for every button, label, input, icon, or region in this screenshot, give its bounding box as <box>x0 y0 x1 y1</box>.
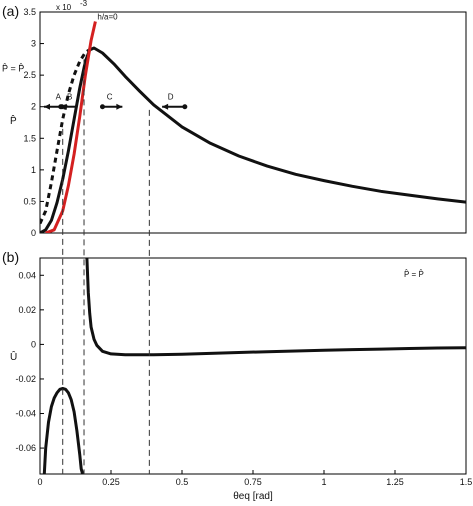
panel-b-ytick-label: 0.02 <box>18 305 36 315</box>
panel-b-series-1 <box>85 258 466 357</box>
panel-b-xtick-label: 1.25 <box>386 477 404 487</box>
panel-b-ytick-label: -0.02 <box>15 374 36 384</box>
panel-a-ytick-label: 1 <box>31 165 36 175</box>
panel-b-ytick-label: 0.04 <box>18 270 36 280</box>
panel-a-ytick-label: 3.5 <box>23 7 36 17</box>
panel-b-xtick-label: 0.25 <box>102 477 120 487</box>
panel-a-label: (a) <box>2 3 19 19</box>
panel-a-series-1 <box>40 46 95 225</box>
panel-a-ytick-label: 0.5 <box>23 196 36 206</box>
panel-a-annotation-A: A <box>56 93 62 102</box>
panel-a-ytick-label: 2.5 <box>23 70 36 80</box>
arrow-C-dot <box>99 104 105 110</box>
panel-a-exponent-power: -3 <box>80 0 88 8</box>
panel-a-annotation-eq: P̂ = P̂ <box>2 63 24 73</box>
panel-b-xtick-label: 0.5 <box>176 477 189 487</box>
panel-a-annotation-B: B <box>67 93 72 102</box>
panel-b-xtick-label: 1 <box>321 477 326 487</box>
panel-b-xtick-label: 0 <box>37 477 42 487</box>
arrow-A-head <box>44 103 50 110</box>
panel-b-ylabel: Û <box>10 350 17 363</box>
panel-a-plot-area <box>40 21 466 233</box>
panel-a-ylabel: P̂ <box>10 113 17 127</box>
panel-b-ytick-label: 0 <box>31 339 36 349</box>
panel-a-ytick-label: 2 <box>31 102 36 112</box>
panel-b-xtick-label: 0.75 <box>244 477 262 487</box>
arrow-D-head <box>162 103 169 110</box>
panel-b-ytick-label: -0.06 <box>15 443 36 453</box>
panel-a-ytick-label: 3 <box>31 39 36 49</box>
arrow-D-dot <box>182 104 188 110</box>
panel-b-label: (b) <box>2 249 19 265</box>
panel-a-exponent: x 10 <box>56 3 72 12</box>
arrow-C-head <box>116 103 123 110</box>
arrow-B-head <box>60 103 67 110</box>
panel-b-legend-text: P̂ = P̂ <box>404 270 424 279</box>
panel-a-ytick-label: 1.5 <box>23 133 36 143</box>
panel-a-series-0 <box>40 46 466 233</box>
panel-a-series-2 <box>45 21 97 233</box>
panel-b-plot-area <box>42 258 466 474</box>
panel-a-annotation-D: D <box>168 93 174 102</box>
panel-b-series-0 <box>42 387 85 474</box>
panel-a-ytick-label: 0 <box>31 228 36 238</box>
panel-b-xtick-label: 1.5 <box>460 477 473 487</box>
panel-b-ytick-label: -0.04 <box>15 409 36 419</box>
panel-b-frame <box>39 257 467 475</box>
panel-a-frame <box>39 11 467 234</box>
panel-a-annotation-C: C <box>107 93 113 102</box>
panel-b-xlabel: θeq [rad] <box>233 491 273 502</box>
panel-a-red-label: h/a=0 <box>97 13 118 22</box>
